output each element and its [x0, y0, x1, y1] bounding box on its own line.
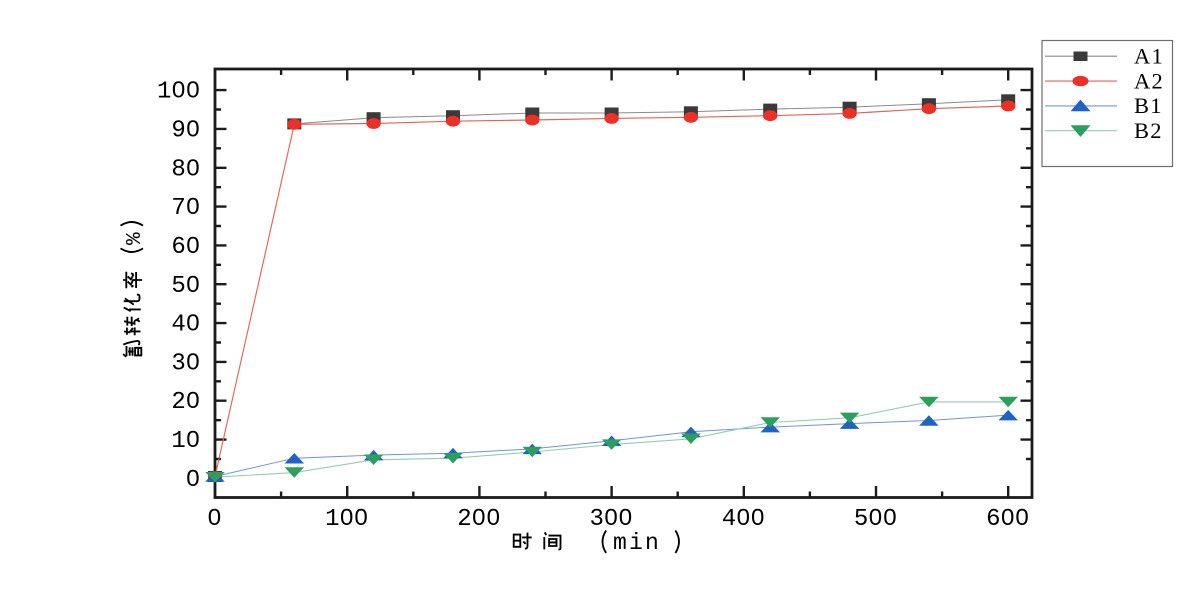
- svg-text:A1: A1: [1134, 44, 1164, 69]
- svg-text:40: 40: [171, 312, 200, 339]
- svg-text:%: %: [124, 232, 147, 245]
- svg-text:30: 30: [171, 350, 200, 377]
- svg-text:20: 20: [171, 389, 200, 416]
- svg-text:B2: B2: [1134, 118, 1163, 143]
- svg-text:90: 90: [171, 117, 200, 144]
- svg-text:A2: A2: [1134, 68, 1164, 93]
- svg-text:80: 80: [171, 156, 200, 183]
- svg-text:60: 60: [171, 234, 200, 261]
- svg-text:min: min: [613, 530, 661, 556]
- svg-text:50: 50: [171, 273, 200, 300]
- svg-text:70: 70: [171, 195, 200, 222]
- svg-text:10: 10: [171, 428, 200, 455]
- svg-text:B1: B1: [1134, 93, 1163, 118]
